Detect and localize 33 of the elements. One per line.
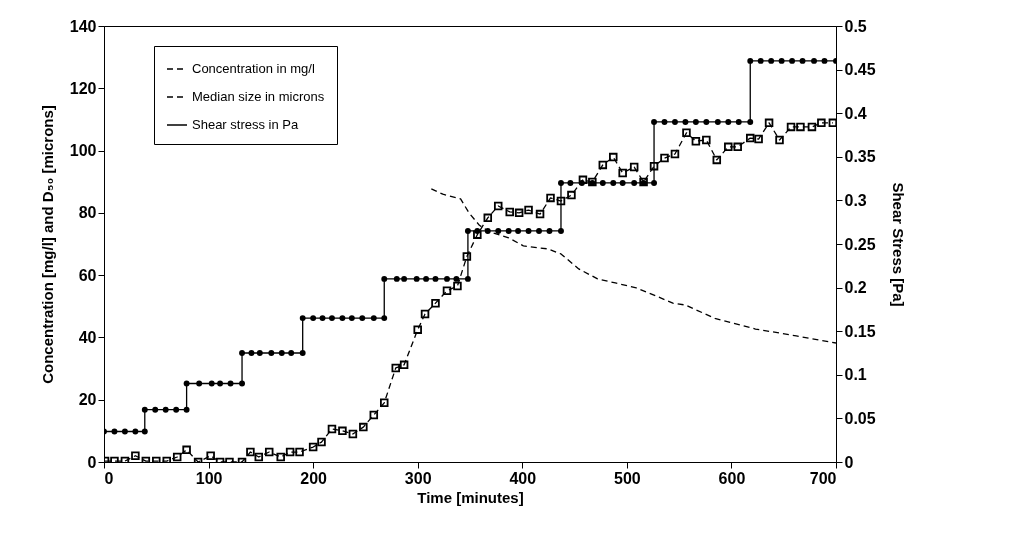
y-tick-label: 120 [69,79,97,97]
x-tick-label: 600 [718,469,746,487]
y-tick-label: 60 [78,266,97,284]
y2-tick-label: 0.45 [844,61,876,79]
x-tick-label: 400 [509,469,537,487]
y2-tick-label: 0.15 [844,322,876,340]
y-tick-label: 80 [78,204,97,222]
y2-axis-title: Shear Stress [Pa] [889,182,907,307]
y2-tick-label: 0.5 [844,17,867,35]
x-axis-title: Time [minutes] [417,488,524,506]
x-tick-label: 300 [404,469,432,487]
y-tick-label: 0 [87,453,97,471]
y-tick-label: 140 [69,17,97,35]
y2-tick-label: 0 [844,453,854,471]
y-tick-label: 40 [78,328,97,346]
x-tick-label: 500 [614,469,641,487]
y-tick-label: 20 [78,391,97,409]
y-axis-title: Concentration [mg/l] and D₅₀ [microns] [38,105,56,384]
x-tick-label: 200 [300,469,328,487]
legend-label: Median size in microns [192,89,325,104]
y2-tick-label: 0.05 [844,409,876,427]
y2-tick-label: 0.4 [844,104,867,122]
x-tick-label: 0 [104,469,114,487]
y2-tick-label: 0.1 [844,366,867,384]
y2-tick-label: 0.35 [844,148,876,166]
x-tick-label: 700 [809,469,837,487]
y2-tick-label: 0.25 [844,235,876,253]
y2-tick-label: 0.2 [844,279,867,297]
x-tick-label: 100 [195,469,223,487]
legend-label: Concentration in mg/l [192,61,315,76]
y-tick-label: 100 [69,142,97,160]
legend-label: Shear stress in Pa [192,117,299,132]
y2-tick-label: 0.3 [844,191,867,209]
